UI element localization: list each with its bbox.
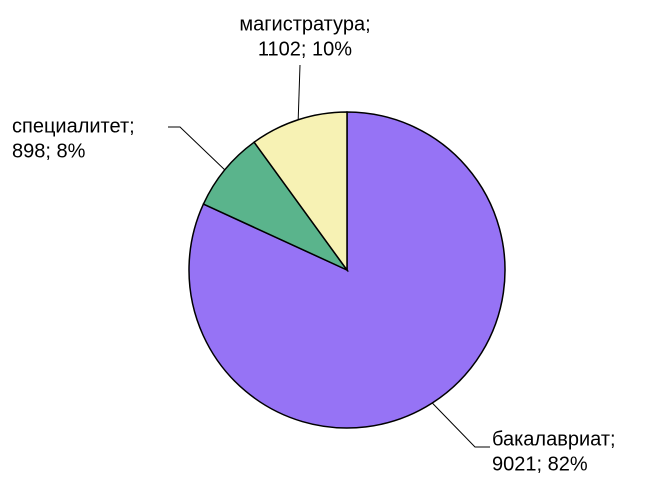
slice-label: магистратура;	[239, 13, 370, 35]
leader-line	[297, 64, 301, 120]
slice-value-label: 1102; 10%	[258, 38, 352, 60]
slice-value-label: 9021; 82%	[492, 453, 588, 475]
slice-value-label: 898; 8%	[12, 140, 86, 162]
slice-label: специалитет;	[12, 115, 135, 137]
slice-label: бакалавриат;	[492, 428, 616, 450]
leader-line	[168, 126, 226, 171]
leader-line	[431, 402, 490, 448]
